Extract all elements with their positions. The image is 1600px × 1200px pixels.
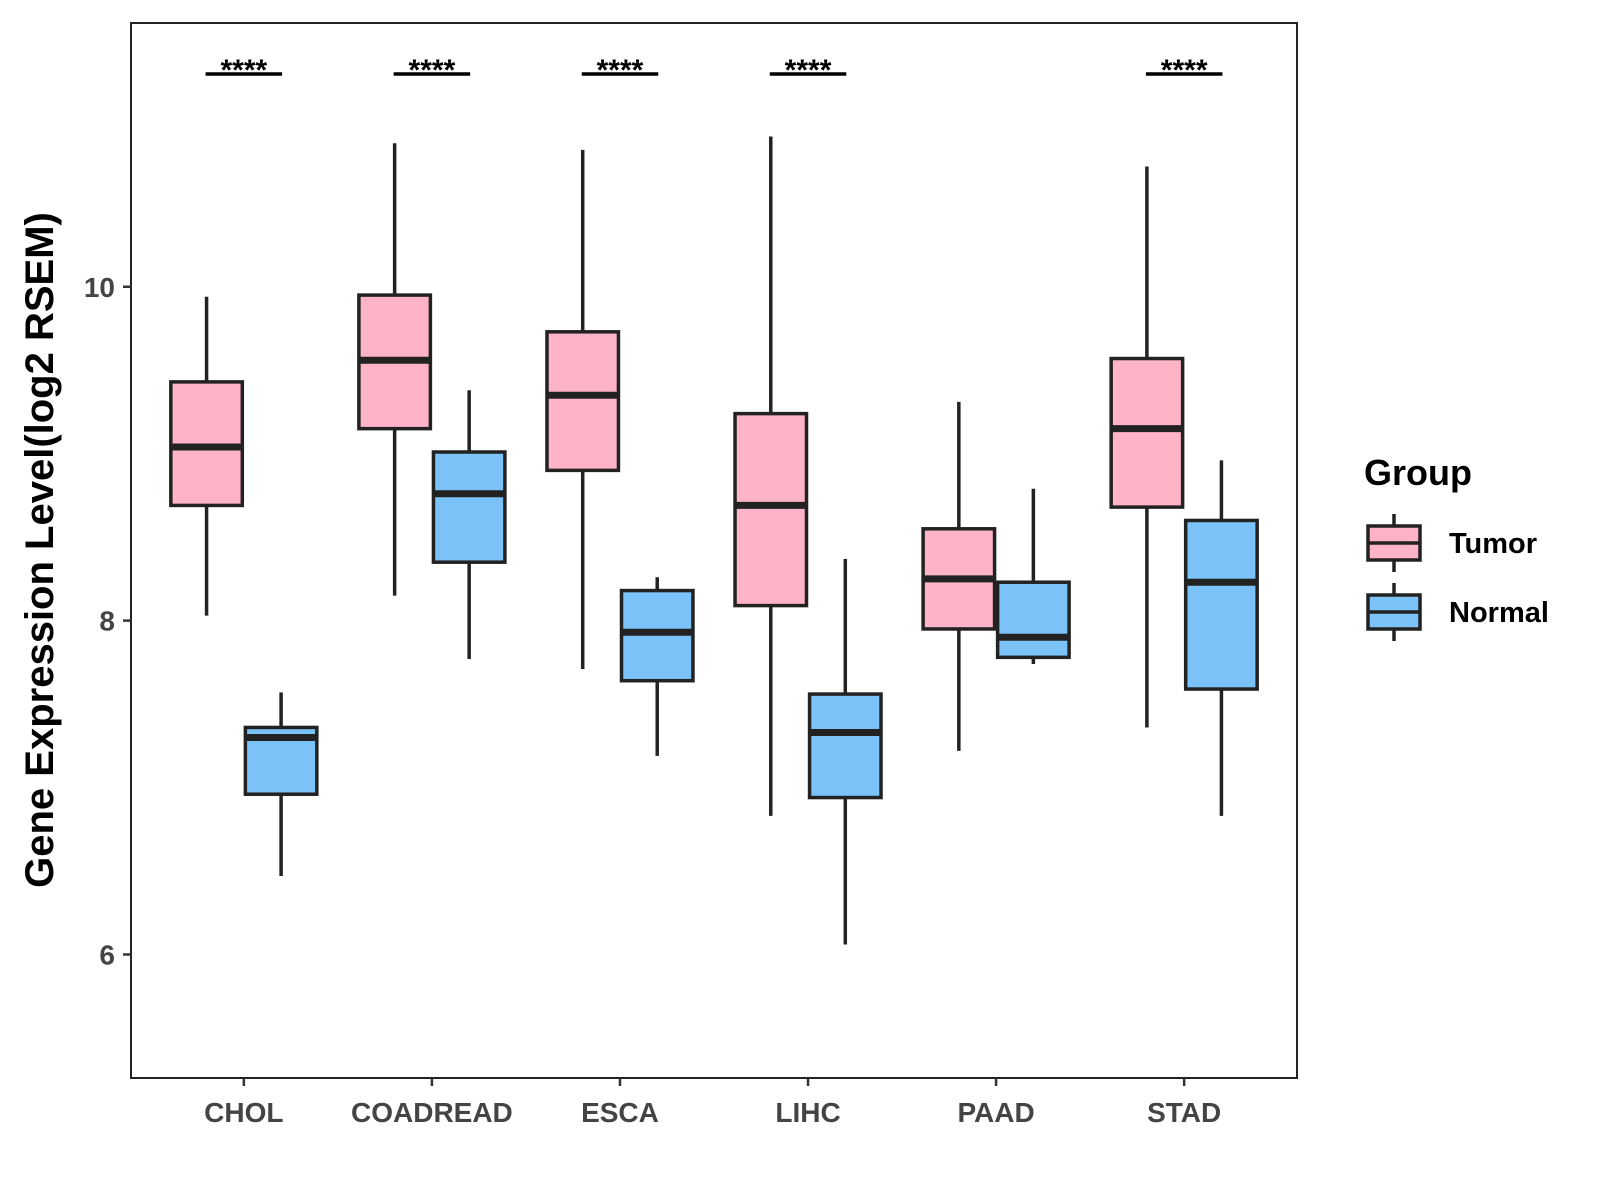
box-normal-chol <box>243 692 319 877</box>
box-normal-stad <box>1183 460 1259 816</box>
x-tick-label: ESCA <box>581 1097 659 1128</box>
legend: Group Tumor Normal <box>1364 452 1549 641</box>
box-normal-esca <box>619 577 695 756</box>
legend-label: Tumor <box>1449 528 1537 560</box>
y-tick-label: 8 <box>99 606 115 637</box>
panel-border <box>130 22 1298 1079</box>
significance-label: **** <box>409 54 456 87</box>
box-normal-lihc <box>807 558 883 945</box>
legend-title: Group <box>1364 452 1472 493</box>
box-tumor-paad <box>921 401 997 751</box>
x-tick-label: CHOL <box>204 1097 283 1128</box>
box-body <box>807 692 883 800</box>
box-normal-paad <box>995 488 1071 665</box>
legend-item-normal: Normal <box>1366 583 1549 641</box>
significance-label: **** <box>785 54 832 87</box>
box-body <box>545 330 621 473</box>
x-tick-label: STAD <box>1147 1097 1221 1128</box>
y-tick-label: 10 <box>84 272 115 303</box>
x-axis: CHOL COADREAD ESCA LIHC PAAD STAD <box>204 1078 1221 1128</box>
x-tick-label: LIHC <box>775 1097 840 1128</box>
y-axis: 6 8 10 <box>84 272 131 970</box>
significance-esca: **** <box>581 54 659 87</box>
significance-coadread: **** <box>393 54 471 87</box>
x-tick-label: COADREAD <box>351 1097 513 1128</box>
box-tumor-coadread <box>357 143 433 596</box>
box-body <box>1183 518 1259 691</box>
boxes-layer <box>169 136 1259 945</box>
box-body <box>1109 356 1185 509</box>
legend-label: Normal <box>1449 597 1549 629</box>
legend-item-tumor: Tumor <box>1366 514 1537 572</box>
significance-label: **** <box>1161 54 1208 87</box>
box-tumor-stad <box>1109 166 1185 728</box>
box-tumor-esca <box>545 149 621 670</box>
box-body <box>431 450 507 564</box>
significance-lihc: **** <box>769 54 847 87</box>
box-normal-coadread <box>431 390 507 660</box>
significance-label: **** <box>220 54 267 87</box>
y-axis-title: Gene Expression Level(log2 RSEM) <box>18 212 62 888</box>
significance-chol: **** <box>205 54 283 87</box>
box-tumor-chol <box>169 296 245 616</box>
y-tick-label: 6 <box>99 939 115 970</box>
legend-items: Tumor Normal <box>1366 514 1549 641</box>
box-body <box>995 580 1071 660</box>
significance-stad: **** <box>1145 54 1223 87</box>
box-tumor-lihc <box>733 136 809 816</box>
significance-label: **** <box>597 54 644 87</box>
significance-layer: **** **** **** **** **** <box>205 54 1223 87</box>
box-body <box>733 411 809 608</box>
x-tick-label: PAAD <box>957 1097 1034 1128</box>
